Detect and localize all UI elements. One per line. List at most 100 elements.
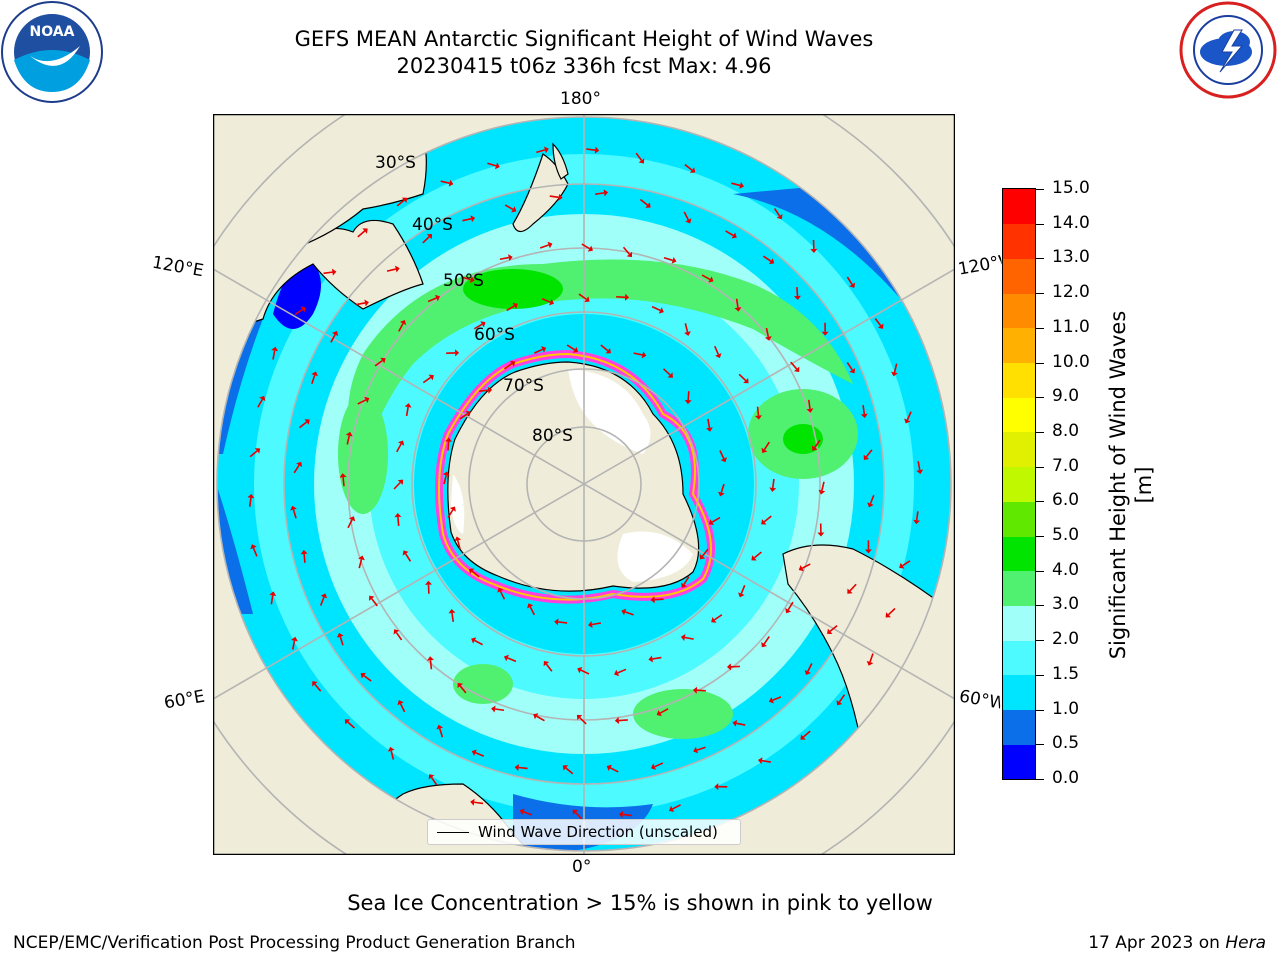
wave-arrow-head	[468, 568, 475, 575]
wave-arrow	[430, 776, 438, 786]
wave-arrow-head	[798, 565, 804, 572]
wave-arrow	[272, 350, 276, 360]
wave-arrow-head	[471, 749, 477, 756]
wave-arrow	[459, 685, 467, 694]
wave-arrow-head	[399, 319, 407, 326]
wave-arrow	[393, 481, 401, 490]
wave-arrow	[461, 276, 472, 281]
wave-arrow	[684, 323, 689, 333]
colorbar-tick-label: 6.0	[1052, 490, 1080, 511]
wave-arrow-head	[548, 298, 555, 306]
wave-arrow	[846, 362, 853, 371]
colorbar-tick-label: 4.0	[1052, 559, 1080, 580]
wave-arrow-head	[785, 607, 792, 614]
wave-arrow	[701, 548, 709, 557]
colorbar-tick	[1036, 466, 1044, 468]
wave-arrow-head	[304, 419, 310, 425]
wave-arrow-head	[547, 241, 553, 249]
wave-arrow	[887, 607, 896, 616]
wave-arrow-head	[614, 669, 620, 677]
wave-arrow	[687, 391, 690, 401]
wave-arrow-head	[849, 368, 856, 374]
wave-arrow-head	[793, 295, 801, 301]
wave-arrow-head	[445, 437, 453, 442]
wave-arrow-head	[336, 632, 344, 638]
wave-arrow	[549, 195, 559, 199]
wave-arrow-head	[455, 349, 460, 357]
wave-arrow	[479, 389, 489, 392]
wave-arrow	[396, 443, 402, 453]
wave-arrow	[763, 441, 770, 451]
polar-stereographic-map: 30°S 40°S 50°S 60°S 70°S 80°S	[213, 114, 955, 855]
wave-arrow-head	[817, 532, 825, 537]
wave-arrow	[471, 570, 480, 578]
wave-arrow	[874, 317, 882, 327]
wave-arrow-head	[247, 493, 255, 499]
wave-arrow-head	[648, 655, 653, 663]
wave-arrow	[487, 162, 497, 167]
chart-title: GEFS MEAN Antarctic Significant Height o…	[294, 27, 874, 51]
wave-arrow-head	[509, 360, 516, 367]
wave-arrow	[586, 148, 596, 151]
colorbar-tick	[1036, 605, 1044, 607]
wave-arrow	[762, 255, 772, 262]
wave-arrow	[765, 327, 770, 338]
wave-arrow-head	[603, 189, 609, 197]
colorbar-tick-label: 0.5	[1052, 733, 1080, 754]
colorbar-tick-label: 7.0	[1052, 455, 1080, 476]
wave-arrow	[738, 373, 747, 382]
wave-arrow-head	[684, 399, 692, 405]
wave-arrow-head	[311, 371, 318, 377]
wave-arrow-head	[360, 672, 366, 679]
colorbar-segment	[1003, 674, 1035, 711]
wave-arrow-head	[821, 331, 829, 336]
wave-arrow	[829, 624, 838, 632]
wave-arrow-head	[739, 182, 744, 189]
wave-arrow-head	[827, 628, 833, 635]
wave-arrow-head	[754, 415, 762, 420]
wave-arrow-head	[393, 629, 400, 635]
wave-arrow-head	[576, 714, 583, 721]
wave-arrow	[294, 308, 303, 316]
wave-arrow	[707, 418, 711, 428]
wave-arrow-head	[572, 346, 579, 353]
noaa-logo: NOAA	[1, 1, 103, 103]
wave-arrow-head	[487, 386, 493, 394]
colorbar-segment	[1003, 397, 1035, 433]
wave-arrow-head	[588, 621, 593, 628]
wave-arrow-head	[465, 410, 471, 417]
wave-arrow-head	[428, 774, 435, 780]
wave-arrow-head	[726, 663, 732, 671]
lon-label-0: 0°	[572, 857, 592, 877]
wave-arrow	[357, 230, 366, 238]
wave-arrow-head	[866, 660, 874, 666]
wave-arrow	[683, 211, 690, 221]
lat-label-30s: 30°S	[375, 153, 416, 173]
wave-arrow-head	[491, 705, 496, 713]
wave-arrow-head	[916, 469, 924, 475]
wave-arrow	[624, 611, 634, 616]
colorbar-tick-label: 2.0	[1052, 629, 1080, 650]
lat-label-80s: 80°S	[532, 426, 573, 446]
wave-arrow-head	[621, 608, 627, 616]
wave-arrow	[609, 767, 619, 773]
wave-arrow	[566, 344, 576, 351]
wave-arrow-head	[364, 299, 369, 307]
wave-arrow-head	[818, 489, 826, 495]
colorbar-segment	[1003, 362, 1035, 398]
wave-arrow	[356, 302, 366, 306]
wave-arrow-head	[512, 302, 518, 309]
wave-arrow-head	[344, 719, 351, 725]
lat-label-40s: 40°S	[412, 215, 453, 235]
wave-arrow	[363, 675, 372, 682]
colorbar-segment	[1003, 258, 1035, 294]
wave-arrow-head	[711, 616, 717, 623]
wave-arrow	[719, 450, 725, 459]
wave-arrow	[906, 411, 912, 421]
wave-arrow-head	[681, 582, 687, 588]
wave-arrow	[447, 441, 450, 451]
wave-arrow	[581, 243, 590, 250]
wave-arrow-head	[558, 193, 563, 201]
wave-arrow	[397, 516, 400, 527]
wave-arrow-head	[300, 306, 306, 313]
